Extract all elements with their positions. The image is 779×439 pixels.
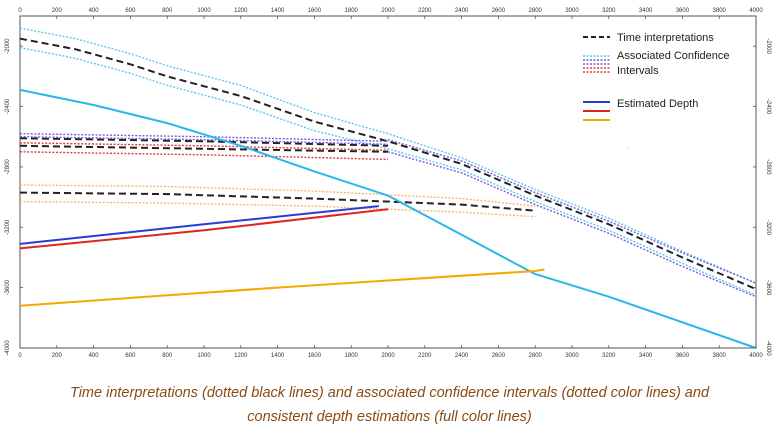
series-line-depth-17 bbox=[19, 208, 389, 250]
legend: Time interpretations Associated Confiden… bbox=[583, 32, 730, 121]
y-tick-label-right: -3200 bbox=[765, 220, 771, 236]
series-line-time-1 bbox=[19, 37, 757, 291]
stray-dot: . bbox=[627, 145, 629, 151]
x-tick-label-bottom: 3800 bbox=[713, 353, 727, 359]
y-tick-label-right: -2400 bbox=[765, 99, 771, 115]
ticks-layer: 0 0 200 200 400 400 600 600 800 800 1000 1000 1200 12… bbox=[5, 8, 771, 359]
depth-time-chart: 0 0 200 200 400 400 600 600 800 800 1000 1000 1200 12… bbox=[5, 8, 771, 359]
legend-label-depth: Estimated Depth bbox=[617, 98, 698, 110]
x-tick-label-top: 2800 bbox=[529, 8, 543, 14]
y-tick-label-left: -3200 bbox=[5, 219, 11, 235]
x-tick-label-top: 0 bbox=[18, 8, 22, 14]
x-tick-label-bottom: 1600 bbox=[308, 353, 322, 359]
y-tick-label-right: -2800 bbox=[765, 159, 771, 175]
x-tick-label-top: 3200 bbox=[602, 8, 616, 14]
x-tick-label-top: 1400 bbox=[271, 8, 285, 14]
series-line-time-7 bbox=[19, 144, 389, 153]
caption-line-1: Time interpretations (dotted black lines… bbox=[69, 385, 710, 401]
series-line-depth-15 bbox=[19, 88, 757, 349]
x-tick-label-top: 3000 bbox=[565, 8, 579, 14]
x-tick-label-bottom: 3000 bbox=[565, 353, 579, 359]
x-tick-label-top: 1000 bbox=[197, 8, 211, 14]
x-tick-label-top: 2400 bbox=[455, 8, 469, 14]
y-tick-label-left: -3600 bbox=[5, 279, 11, 295]
x-tick-label-bottom: 1000 bbox=[197, 353, 211, 359]
series-line-time-12 bbox=[19, 191, 536, 212]
x-tick-label-bottom: 2200 bbox=[418, 353, 432, 359]
x-tick-label-top: 1200 bbox=[234, 8, 248, 14]
x-tick-label-top: 1600 bbox=[308, 8, 322, 14]
x-tick-label-bottom: 2800 bbox=[529, 353, 543, 359]
x-tick-label-top: 2600 bbox=[492, 8, 506, 14]
x-tick-label-bottom: 200 bbox=[52, 353, 63, 359]
x-tick-label-top: 800 bbox=[162, 8, 173, 14]
series-line-confidence-5 bbox=[387, 151, 757, 298]
legend-label-confidence-2: Intervals bbox=[617, 65, 659, 77]
x-tick-label-top: 400 bbox=[89, 8, 100, 14]
x-tick-label-top: 4000 bbox=[749, 8, 763, 14]
legend-label-confidence-1: Associated Confidence bbox=[617, 50, 730, 62]
x-tick-label-top: 2000 bbox=[381, 8, 395, 14]
x-tick-label-bottom: 800 bbox=[162, 353, 173, 359]
y-tick-label-left: -2000 bbox=[5, 38, 11, 54]
y-tick-label-right: -3600 bbox=[765, 280, 771, 296]
x-tick-label-bottom: 400 bbox=[89, 353, 100, 359]
x-tick-label-top: 600 bbox=[125, 8, 136, 14]
series-line-depth-18 bbox=[19, 268, 545, 307]
series-line-confidence-4 bbox=[387, 139, 757, 284]
series-layer bbox=[19, 27, 757, 349]
x-tick-label-bottom: 2600 bbox=[492, 353, 506, 359]
x-tick-label-bottom: 1200 bbox=[234, 353, 248, 359]
x-tick-label-top: 3800 bbox=[713, 8, 727, 14]
x-tick-label-top: 3400 bbox=[639, 8, 653, 14]
x-tick-label-bottom: 2400 bbox=[455, 353, 469, 359]
series-line-confidence-9 bbox=[19, 136, 389, 145]
y-tick-label-left: -2400 bbox=[5, 98, 11, 114]
series-line-confidence-13 bbox=[19, 184, 536, 207]
series-line-confidence-8 bbox=[19, 133, 389, 142]
x-tick-label-top: 200 bbox=[52, 8, 63, 14]
x-tick-label-bottom: 4000 bbox=[749, 353, 763, 359]
plot-frame bbox=[19, 15, 757, 349]
caption-line-2: consistent depth estimations (full color… bbox=[247, 409, 532, 425]
y-tick-label-left: -2800 bbox=[5, 159, 11, 175]
x-tick-label-bottom: 1400 bbox=[271, 353, 285, 359]
series-line-depth-16 bbox=[19, 205, 379, 245]
x-tick-label-bottom: 3200 bbox=[602, 353, 616, 359]
figure-caption: Time interpretations (dotted black lines… bbox=[10, 381, 769, 429]
series-line-confidence-3 bbox=[19, 47, 757, 296]
legend-label-time: Time interpretations bbox=[617, 32, 714, 44]
y-tick-label-right: -2000 bbox=[765, 39, 771, 55]
series-line-time-6 bbox=[19, 137, 389, 147]
series-line-confidence-11 bbox=[19, 151, 389, 161]
x-tick-label-bottom: 1800 bbox=[345, 353, 359, 359]
x-tick-label-top: 2200 bbox=[418, 8, 432, 14]
x-tick-label-bottom: 600 bbox=[125, 353, 136, 359]
x-tick-label-bottom: 3600 bbox=[676, 353, 690, 359]
y-tick-label-right: -4000 bbox=[765, 340, 771, 356]
series-line-confidence-14 bbox=[19, 200, 536, 218]
x-tick-label-bottom: 0 bbox=[18, 353, 22, 359]
x-tick-label-bottom: 3400 bbox=[639, 353, 653, 359]
x-tick-label-top: 1800 bbox=[345, 8, 359, 14]
x-tick-label-bottom: 2000 bbox=[381, 353, 395, 359]
x-tick-label-top: 3600 bbox=[676, 8, 690, 14]
y-tick-label-left: -4000 bbox=[5, 340, 11, 356]
series-line-confidence-10 bbox=[19, 142, 389, 151]
